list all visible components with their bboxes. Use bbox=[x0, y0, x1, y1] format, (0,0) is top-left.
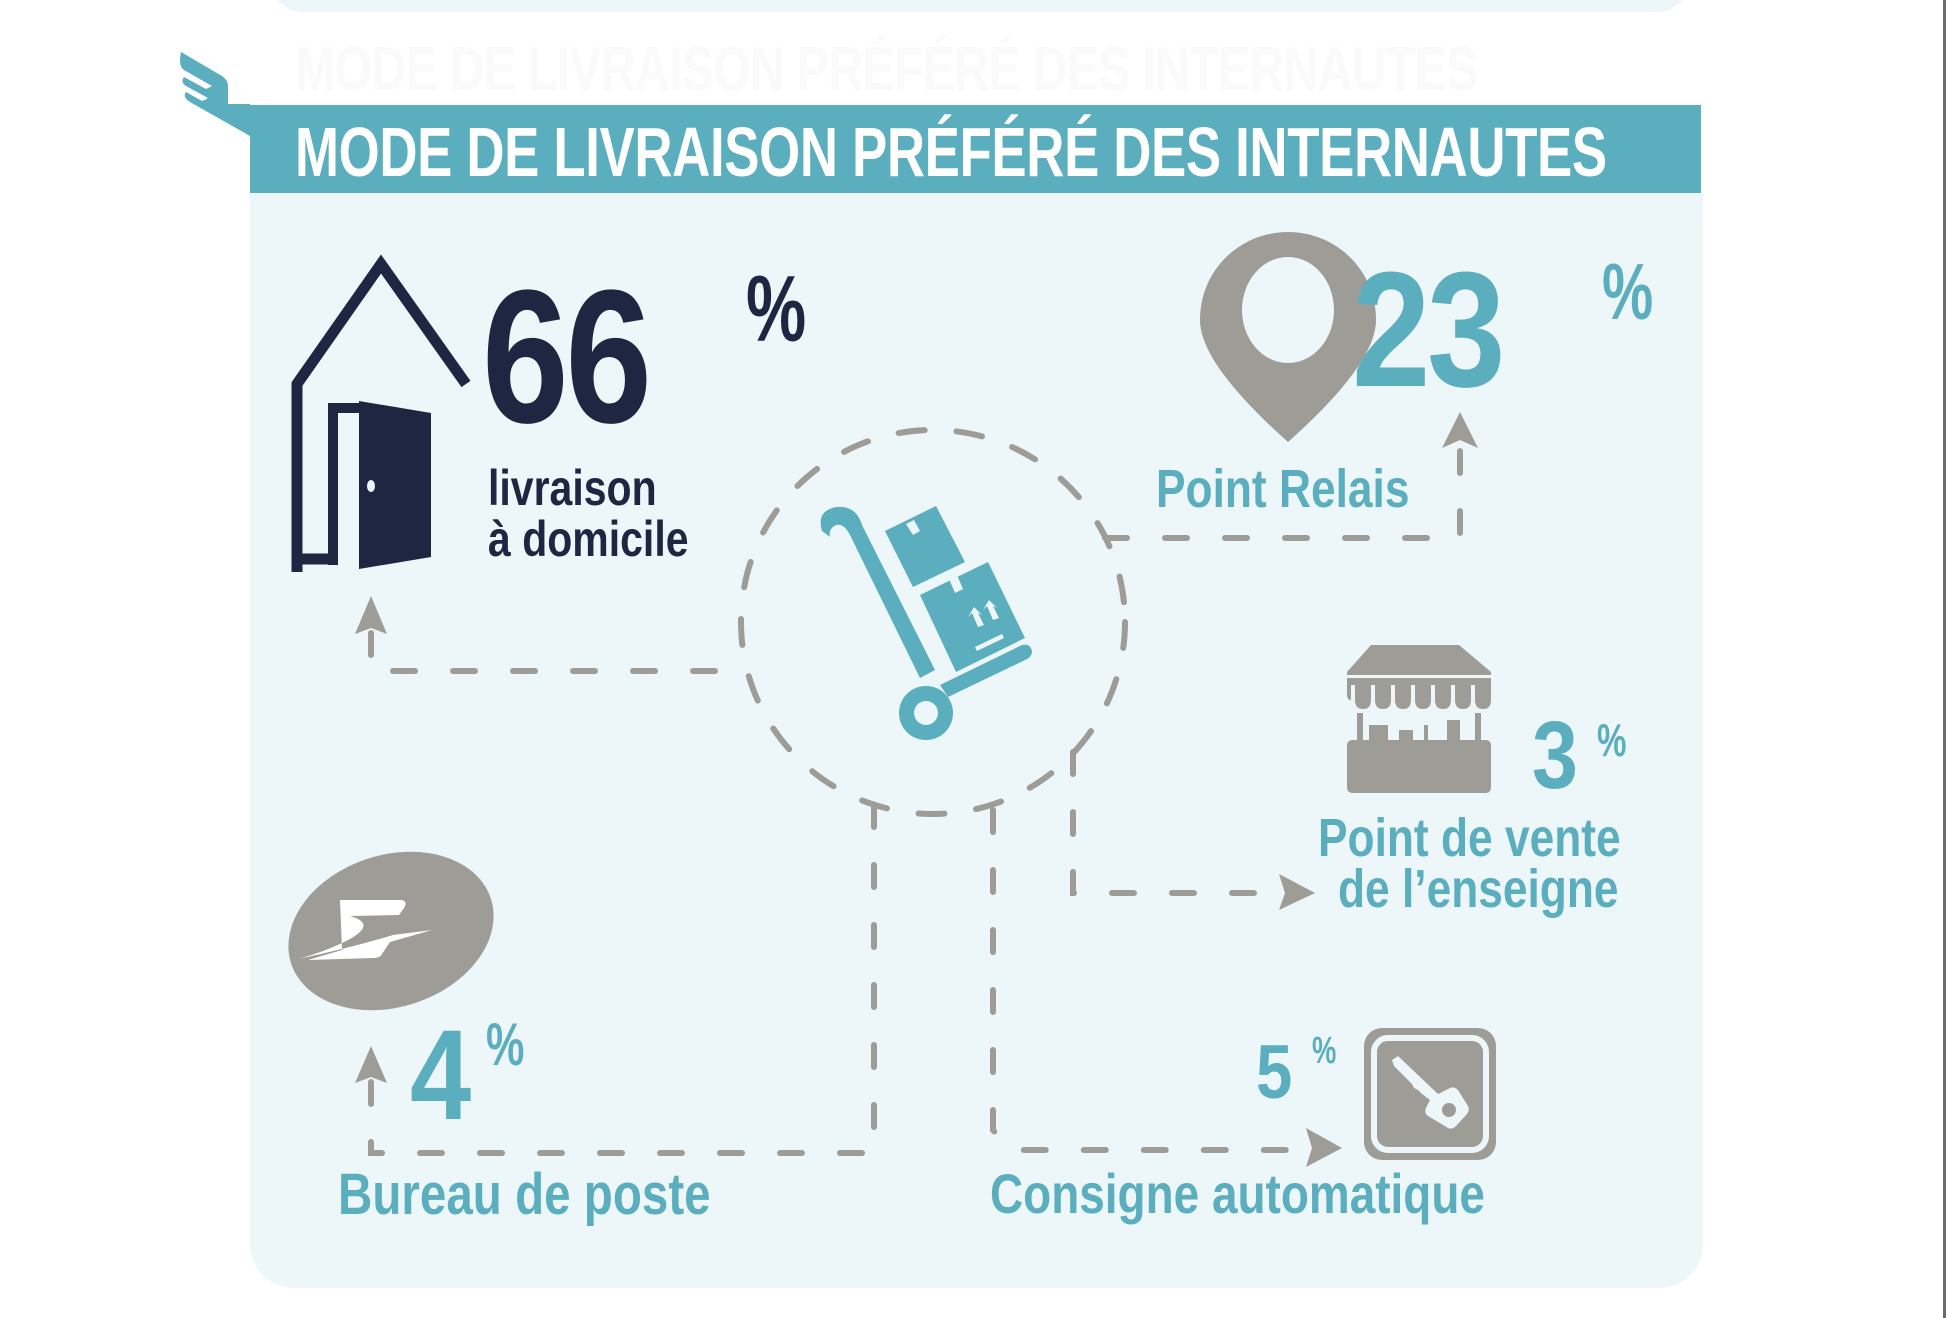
post-percent-value: 4 bbox=[410, 1004, 472, 1147]
post-percent-sign: % bbox=[486, 1011, 525, 1078]
market-stall-icon bbox=[1347, 645, 1491, 793]
page-title: MODE DE LIVRAISON PRÉFÉRÉ DES INTERNAUTE… bbox=[295, 113, 1607, 191]
relay-percent-value: 23 bbox=[1352, 238, 1505, 421]
title-banner bbox=[250, 105, 1701, 193]
map-pin-icon bbox=[1200, 232, 1376, 442]
post-label: Bureau de poste bbox=[338, 1162, 711, 1227]
home-label-line2: à domicile bbox=[488, 511, 689, 567]
locker-key-icon bbox=[1364, 1028, 1496, 1160]
store-percent-value: 3 bbox=[1532, 702, 1578, 809]
locker-label: Consigne automatique bbox=[990, 1162, 1485, 1225]
page-edge-rule bbox=[1943, 0, 1946, 1318]
relay-percent-sign: % bbox=[1602, 247, 1654, 336]
hand-truck-boxes-icon bbox=[810, 495, 1040, 740]
locker-percent-value: 5 bbox=[1256, 1030, 1293, 1115]
store-percent-sign: % bbox=[1597, 714, 1627, 766]
ghost-title: MODE DE LIVRAISON PRÉFÉRÉ DES INTERNAUTE… bbox=[295, 35, 1478, 104]
house-door-icon bbox=[290, 254, 471, 572]
relay-label: Point Relais bbox=[1156, 459, 1410, 519]
home-percent-value: 66 bbox=[482, 251, 652, 463]
wing-logo-icon bbox=[178, 46, 258, 146]
store-label-line1: Point de vente bbox=[1318, 808, 1621, 868]
locker-percent-sign: % bbox=[1312, 1030, 1337, 1072]
previous-section-panel bbox=[268, 0, 1692, 12]
la-poste-logo-icon bbox=[282, 850, 500, 1012]
home-label-line1: livraison bbox=[488, 460, 657, 516]
store-label-line2: de l’enseigne bbox=[1338, 859, 1619, 919]
home-percent-sign: % bbox=[746, 256, 807, 361]
